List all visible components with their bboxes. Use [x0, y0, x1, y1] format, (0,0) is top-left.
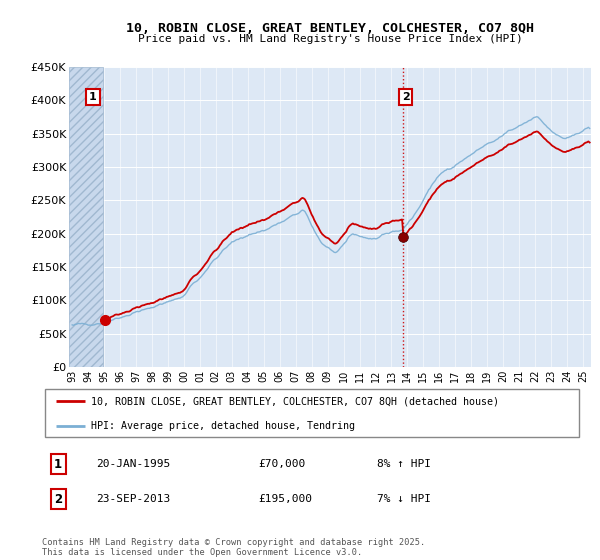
Text: HPI: Average price, detached house, Tendring: HPI: Average price, detached house, Tend…	[91, 421, 355, 431]
Text: 7% ↓ HPI: 7% ↓ HPI	[377, 494, 431, 504]
Text: 10, ROBIN CLOSE, GREAT BENTLEY, COLCHESTER, CO7 8QH (detached house): 10, ROBIN CLOSE, GREAT BENTLEY, COLCHEST…	[91, 396, 499, 407]
Text: Price paid vs. HM Land Registry's House Price Index (HPI): Price paid vs. HM Land Registry's House …	[137, 34, 523, 44]
Text: 20-JAN-1995: 20-JAN-1995	[96, 459, 170, 469]
Text: 2: 2	[54, 492, 62, 506]
Text: 1: 1	[54, 458, 62, 471]
Text: £195,000: £195,000	[258, 494, 312, 504]
Text: Contains HM Land Registry data © Crown copyright and database right 2025.
This d: Contains HM Land Registry data © Crown c…	[42, 538, 425, 557]
Text: 2: 2	[402, 92, 410, 102]
Text: 8% ↑ HPI: 8% ↑ HPI	[377, 459, 431, 469]
Text: 1: 1	[89, 92, 97, 102]
FancyBboxPatch shape	[45, 389, 580, 437]
Text: 10, ROBIN CLOSE, GREAT BENTLEY, COLCHESTER, CO7 8QH: 10, ROBIN CLOSE, GREAT BENTLEY, COLCHEST…	[126, 21, 534, 35]
Text: 23-SEP-2013: 23-SEP-2013	[96, 494, 170, 504]
Text: £70,000: £70,000	[258, 459, 305, 469]
